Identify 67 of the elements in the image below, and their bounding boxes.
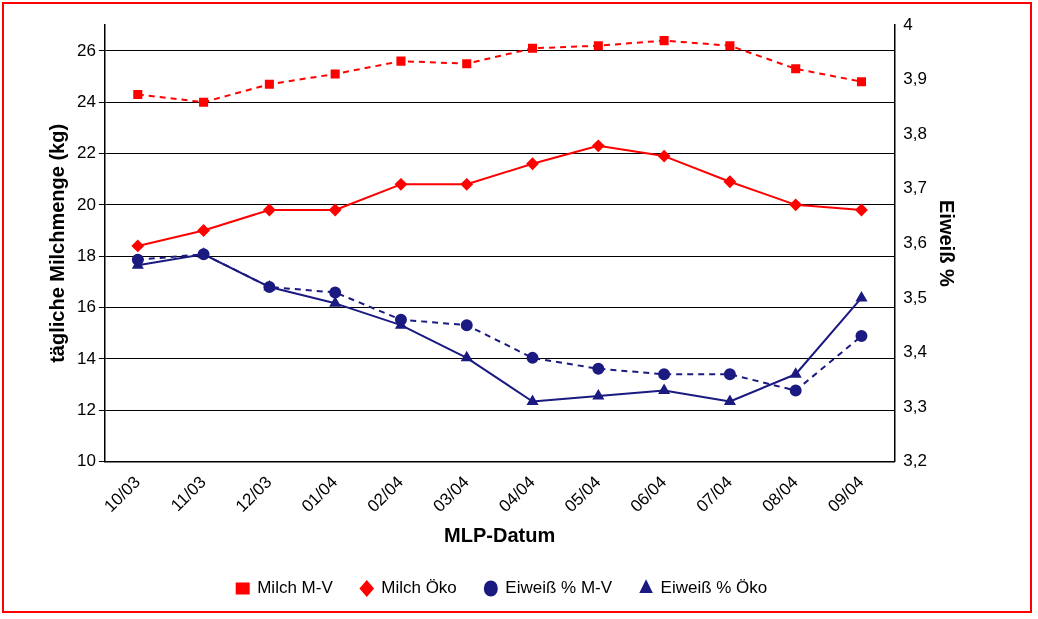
point — [460, 319, 473, 332]
point — [197, 224, 210, 237]
point — [592, 390, 604, 400]
point — [396, 56, 406, 66]
point — [199, 97, 209, 107]
point — [791, 64, 801, 74]
x-axis-title: MLP-Datum — [444, 523, 556, 546]
y2-axis-title: Eiweiß % — [936, 200, 959, 287]
point — [658, 150, 671, 163]
legend-label: Eiweiß % Öko — [660, 578, 768, 598]
point — [855, 330, 868, 343]
point — [789, 198, 802, 211]
point — [856, 77, 867, 87]
y-tick-label: 22 — [76, 143, 96, 163]
point — [723, 368, 736, 381]
point — [329, 286, 342, 299]
point — [725, 41, 735, 51]
y2-tick-label: 3,8 — [903, 123, 928, 143]
y-tick-label: 26 — [76, 40, 96, 60]
legend-label: Eiweiß % M-V — [505, 578, 613, 598]
y-tick-label: 16 — [76, 297, 96, 317]
y2-tick-label: 3,4 — [903, 342, 928, 362]
point — [658, 384, 670, 395]
y2-tick-label: 3,9 — [903, 69, 928, 89]
legend-label: Milch M-V — [257, 578, 334, 598]
point — [856, 291, 867, 302]
y-tick-label: 18 — [76, 245, 96, 265]
point — [528, 43, 538, 53]
point — [593, 41, 603, 51]
legend-label: Milch Öko — [381, 578, 457, 598]
y2-tick-label: 3,7 — [903, 178, 928, 198]
point — [592, 139, 605, 152]
point — [526, 157, 539, 170]
point — [460, 178, 473, 191]
point — [329, 297, 341, 307]
point — [394, 313, 407, 326]
point — [724, 395, 736, 405]
point — [461, 351, 473, 362]
point — [723, 175, 736, 188]
y-tick-label: 14 — [76, 348, 96, 368]
y-tick-label: 20 — [76, 194, 96, 214]
y-tick-label: 10 — [76, 451, 96, 471]
y2-tick-label: 3,5 — [903, 287, 928, 307]
point — [658, 368, 671, 381]
y2-tick-label: 3,2 — [903, 451, 928, 471]
y-axis-title: tägliche Milchmenge (kg) — [45, 123, 68, 363]
point — [264, 79, 274, 89]
point — [133, 89, 143, 100]
point — [659, 36, 669, 46]
y2-tick-label: 3,6 — [903, 233, 928, 253]
point — [263, 203, 276, 216]
point — [592, 362, 605, 375]
point — [790, 368, 802, 378]
point — [789, 384, 802, 397]
point — [462, 59, 472, 69]
point — [131, 239, 144, 252]
y-tick-label: 12 — [76, 399, 96, 419]
point — [855, 203, 868, 216]
point — [394, 178, 407, 191]
y2-tick-label: 4 — [903, 14, 913, 34]
y-tick-label: 24 — [76, 91, 96, 111]
y2-tick-label: 3,3 — [903, 396, 928, 416]
point — [330, 69, 340, 79]
point — [329, 203, 342, 216]
point — [526, 351, 539, 364]
point — [527, 395, 538, 405]
point — [131, 253, 144, 266]
